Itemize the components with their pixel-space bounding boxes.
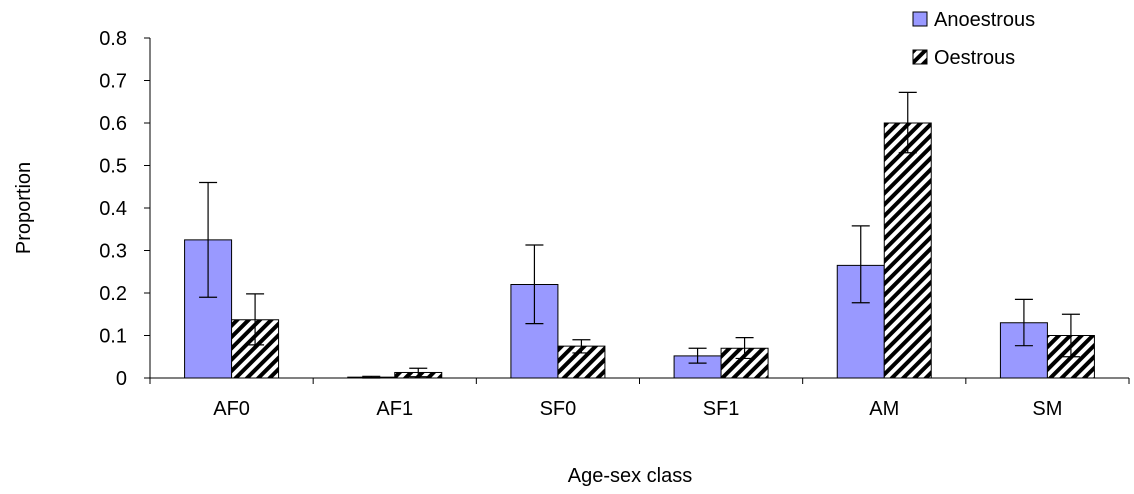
- y-tick-label-8: 0.8: [99, 28, 127, 50]
- legend-swatch-oestrous: [912, 49, 928, 65]
- y-axis-title: Proportion: [13, 162, 35, 254]
- x-axis-title: Age-sex class: [568, 465, 693, 487]
- x-tick-label-af1: AF1: [376, 398, 413, 420]
- bar-oestrous-am: [883, 122, 932, 379]
- x-tick-label-sf1: SF1: [703, 398, 740, 420]
- legend-swatch-anoestrous: [912, 11, 928, 27]
- legend-item-oestrous: Oestrous: [912, 47, 1015, 69]
- y-tick-label-4: 0.4: [99, 198, 127, 220]
- y-tick-label-1: 0.1: [99, 326, 127, 348]
- x-tick-label-af0: AF0: [213, 398, 250, 420]
- x-tick-label-sm: SM: [1032, 398, 1062, 420]
- x-tick-label-am: AM: [869, 398, 899, 420]
- y-tick-label-0: 0: [116, 368, 127, 390]
- legend-label-anoestrous: Anoestrous: [934, 9, 1035, 31]
- bars-layer: [184, 122, 1095, 379]
- legend-item-anoestrous: Anoestrous: [912, 9, 1035, 31]
- legend-label-oestrous: Oestrous: [934, 47, 1015, 69]
- y-tick-label-6: 0.6: [99, 113, 127, 135]
- error-bars-layer: [199, 91, 1080, 379]
- y-tick-label-5: 0.5: [99, 156, 127, 178]
- y-tick-label-7: 0.7: [99, 71, 127, 93]
- y-tick-label-2: 0.2: [99, 283, 127, 305]
- axes-layer: 0 0.1 0.2 0.3 0.4 0.5 0.6 0.7 0.8 AF0 AF1 SF0 SF1 AM S…: [99, 28, 1130, 420]
- x-tick-label-sf0: SF0: [540, 398, 577, 420]
- y-tick-label-3: 0.3: [99, 241, 127, 263]
- legend: Anoestrous Oestrous: [912, 9, 1035, 69]
